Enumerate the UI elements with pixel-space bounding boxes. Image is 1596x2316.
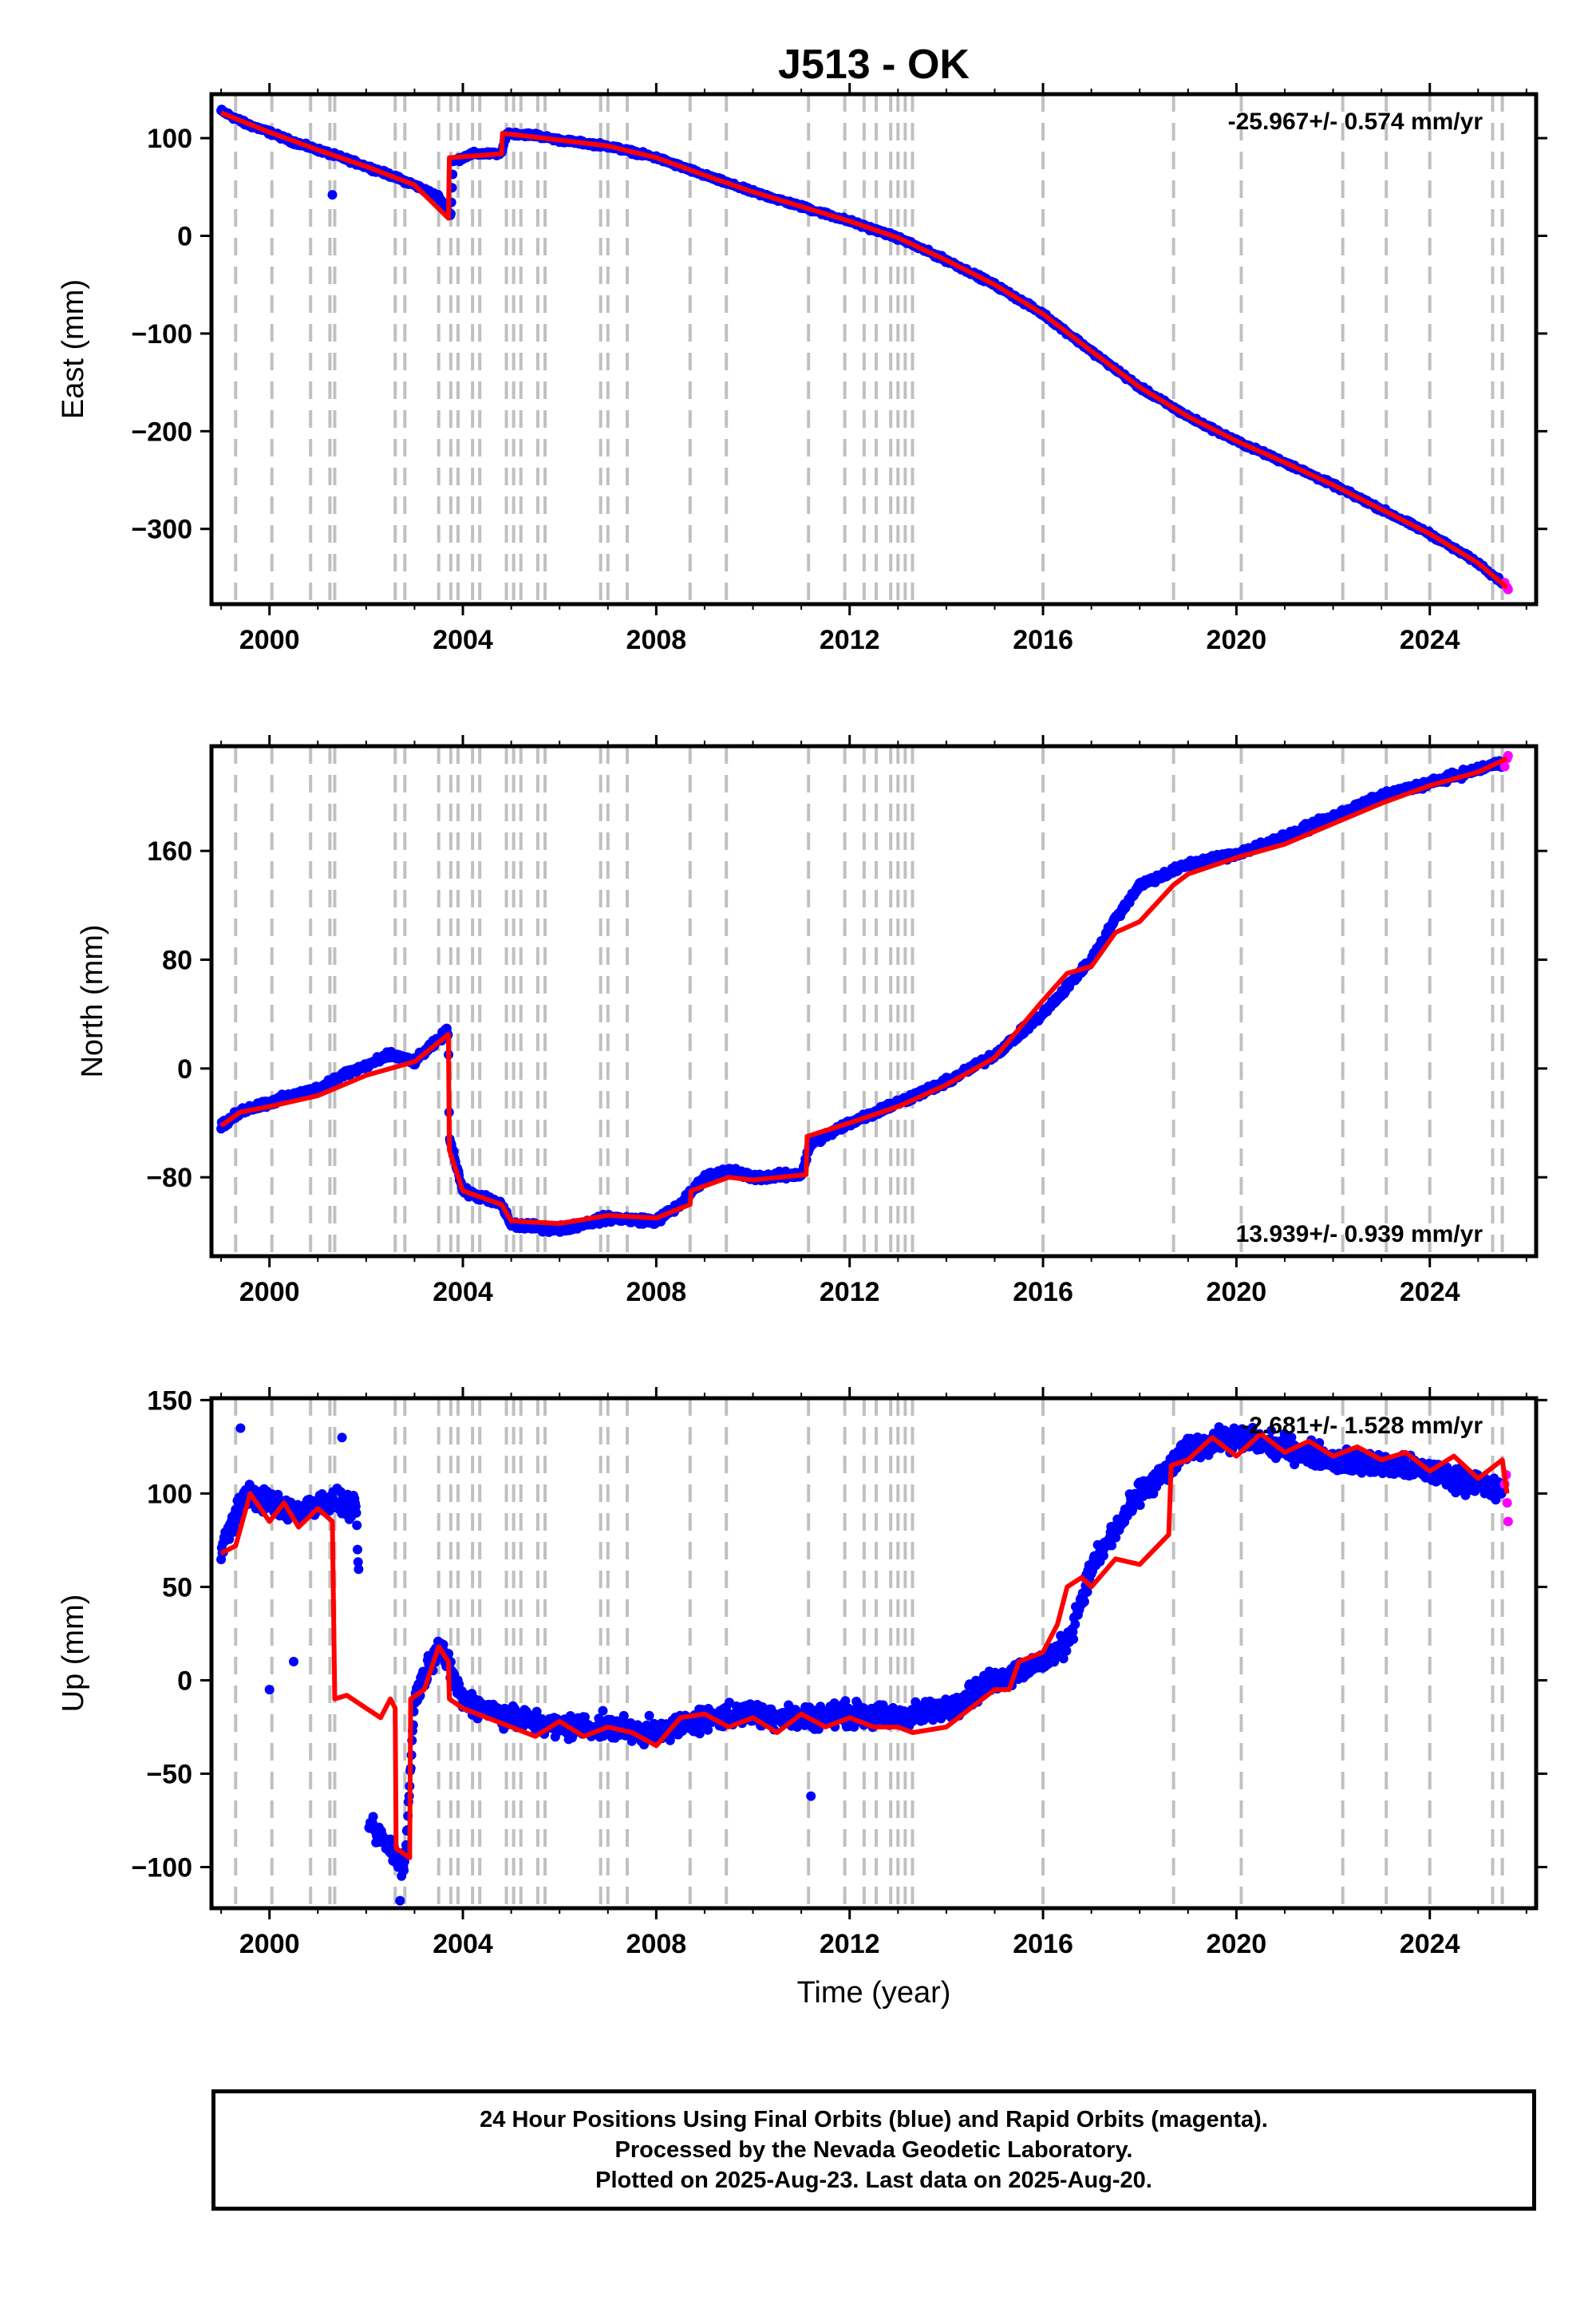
x-tick-label: 2016	[1013, 625, 1073, 655]
y-tick-label: 0	[177, 1054, 192, 1085]
panel-east: 2000 2004 2008 2012 2016 2020 2024 100 0 −100 −200…	[57, 83, 1547, 655]
data-point-final	[351, 1508, 361, 1518]
chart-title: J513 - OK	[778, 41, 970, 88]
model-line	[219, 110, 1509, 590]
y-tick-label: 80	[162, 946, 192, 976]
x-tick-label: 2012	[820, 625, 880, 655]
x-tick-label: 2008	[626, 1277, 687, 1307]
data-point-final	[352, 1520, 362, 1531]
y-tick-label: −100	[131, 319, 192, 350]
y-tick-label: 100	[147, 124, 192, 154]
plot-area	[216, 1398, 1513, 1908]
data-point-final	[353, 1557, 363, 1567]
x-tick-label: 2020	[1207, 1277, 1267, 1307]
plot-area	[216, 94, 1513, 604]
y-axis-label: North (mm)	[76, 924, 109, 1077]
plot-frame	[209, 92, 1539, 607]
rate-label: 13.939+/- 0.939 mm/yr	[1236, 1221, 1483, 1247]
x-tick-label: 2004	[433, 625, 493, 655]
x-tick-label: 2024	[1400, 1277, 1460, 1307]
x-tick-label: 2020	[1207, 625, 1267, 655]
data-point-final	[368, 1812, 378, 1822]
x-tick-label: 2000	[239, 625, 300, 655]
model-line	[219, 756, 1508, 1227]
data-point-final	[317, 1489, 327, 1499]
y-tick-label: −300	[131, 515, 192, 545]
x-tick-label: 2012	[820, 1277, 880, 1307]
data-point-final	[354, 1564, 364, 1575]
data-point-final	[353, 1544, 362, 1555]
x-tick-label: 2016	[1013, 1277, 1073, 1307]
y-tick-label: 160	[147, 836, 192, 867]
x-tick-label: 2008	[626, 625, 687, 655]
x-tick-label: 2024	[1400, 625, 1460, 655]
plot-area	[216, 746, 1513, 1256]
data-point-final	[224, 1534, 235, 1544]
x-tick-label: 2000	[239, 1277, 300, 1307]
y-axis-label: East (mm)	[57, 279, 90, 419]
y-tick-label: 0	[177, 222, 192, 252]
plot-frame	[209, 744, 1539, 1259]
panel-north: 2000 2004 2008 2012 2016 2020 2024 160 80 0 −80 Nor…	[76, 735, 1547, 1307]
data-point-final	[327, 190, 338, 200]
data-point-rapid	[1499, 761, 1510, 772]
rate-label: -25.967+/- 0.574 mm/yr	[1228, 109, 1483, 135]
y-tick-label: −200	[131, 417, 192, 447]
panel-up: 2000 2004 2008 2012 2016 2020 2024150100500−50…	[57, 1385, 1547, 2010]
y-tick-label: −80	[146, 1163, 192, 1193]
x-tick-label: 2004	[433, 1277, 493, 1307]
